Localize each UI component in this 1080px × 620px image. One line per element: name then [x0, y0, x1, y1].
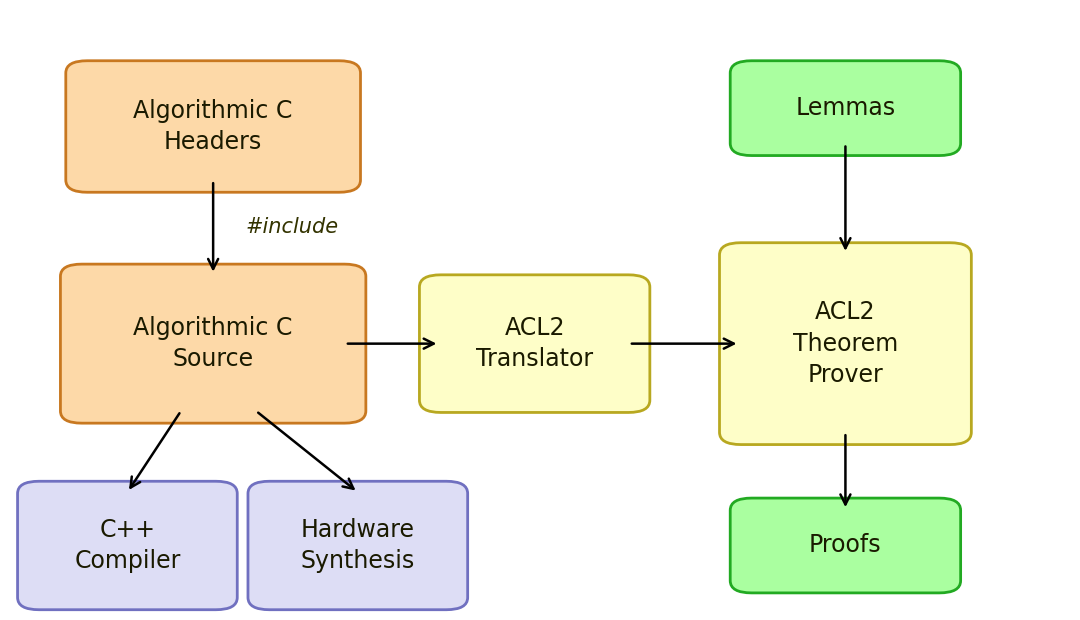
- Text: #include: #include: [245, 218, 338, 237]
- FancyBboxPatch shape: [730, 498, 960, 593]
- FancyBboxPatch shape: [60, 264, 366, 423]
- FancyBboxPatch shape: [248, 481, 468, 609]
- FancyBboxPatch shape: [419, 275, 650, 412]
- FancyBboxPatch shape: [66, 61, 361, 192]
- Text: Lemmas: Lemmas: [795, 96, 895, 120]
- FancyBboxPatch shape: [17, 481, 238, 609]
- FancyBboxPatch shape: [719, 242, 971, 445]
- Text: Algorithmic C
Headers: Algorithmic C Headers: [134, 99, 293, 154]
- Text: ACL2
Theorem
Prover: ACL2 Theorem Prover: [793, 300, 899, 388]
- FancyBboxPatch shape: [730, 61, 960, 156]
- Text: C++
Compiler: C++ Compiler: [75, 518, 180, 574]
- Text: Hardware
Synthesis: Hardware Synthesis: [300, 518, 415, 574]
- Text: Proofs: Proofs: [809, 533, 881, 557]
- Text: ACL2
Translator: ACL2 Translator: [476, 316, 593, 371]
- Text: Algorithmic C
Source: Algorithmic C Source: [134, 316, 293, 371]
